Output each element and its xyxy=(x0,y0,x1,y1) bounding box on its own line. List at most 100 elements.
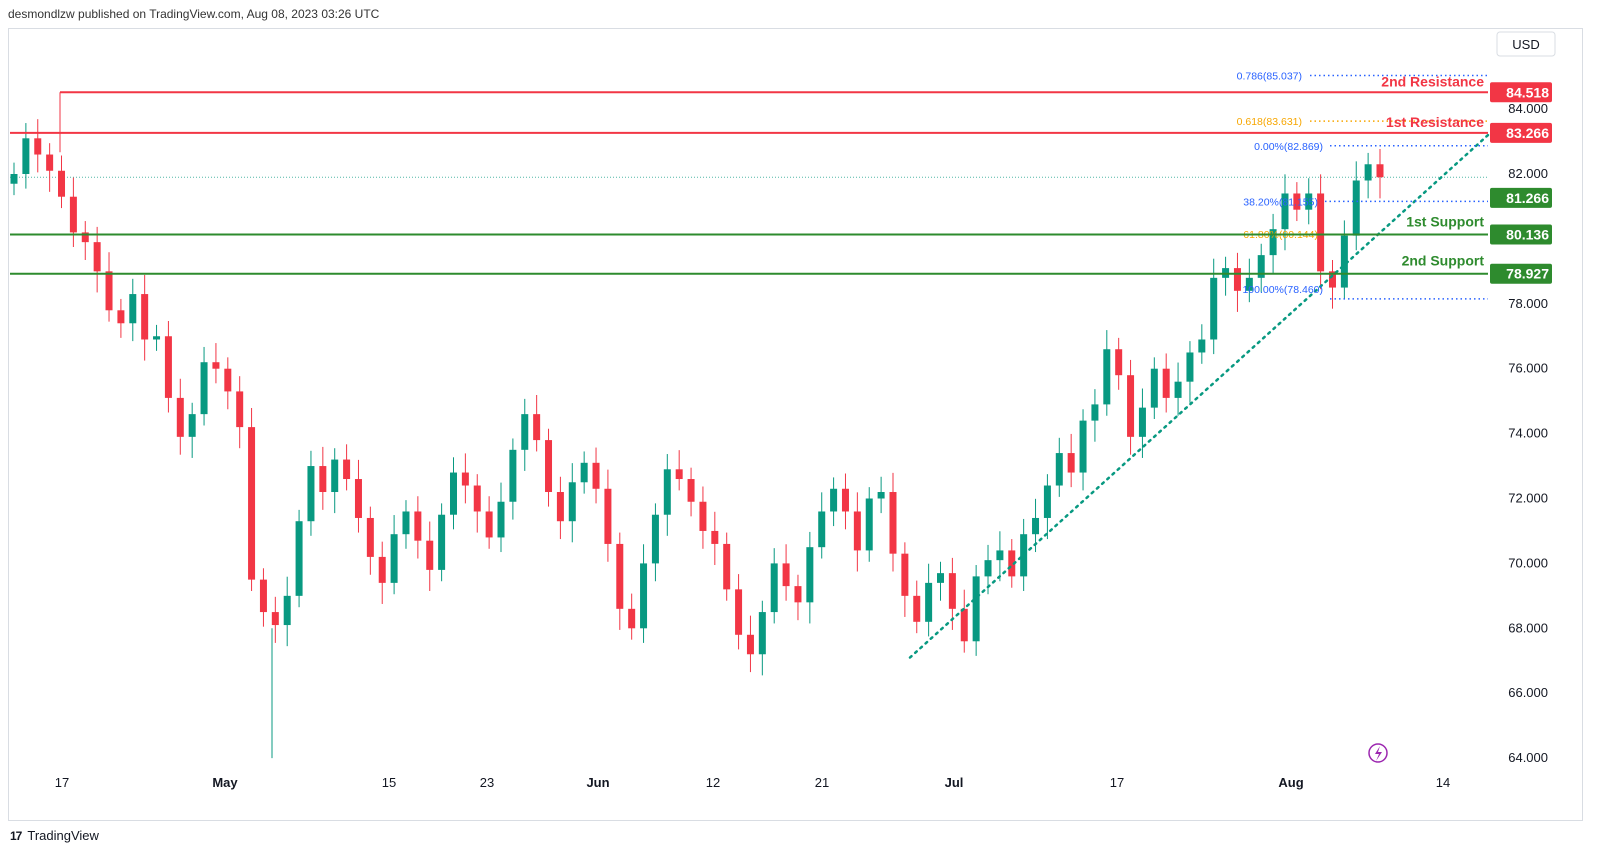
candle-body xyxy=(378,556,386,583)
level-price-box xyxy=(1490,82,1552,103)
x-tick-label: Jun xyxy=(586,775,609,790)
candle-body xyxy=(414,511,422,541)
candle-body xyxy=(699,501,707,531)
y-tick-label: 78.000 xyxy=(1508,296,1548,311)
candle-body xyxy=(723,543,731,590)
candle-body xyxy=(438,514,446,570)
y-tick-label: 84.000 xyxy=(1508,101,1548,116)
level-name: 1st Resistance xyxy=(1386,114,1484,130)
tradingview-logo-icon: 17 xyxy=(10,828,22,843)
level-price-label: 78.927 xyxy=(1506,266,1549,282)
level-name: 1st Support xyxy=(1406,213,1484,229)
candle-body xyxy=(640,563,648,629)
candle-body xyxy=(69,196,77,233)
brand-label[interactable]: TradingView xyxy=(27,828,99,843)
candle-body xyxy=(770,563,778,613)
candle-body xyxy=(426,540,434,570)
candle-body xyxy=(117,310,125,324)
fib-label: 38.20%(81.155) xyxy=(1243,196,1318,208)
candle-body xyxy=(307,466,315,522)
candle-body xyxy=(1269,229,1277,256)
candle-body xyxy=(960,608,968,642)
candle-body xyxy=(46,154,54,171)
candle-body xyxy=(1103,349,1111,405)
candle-body xyxy=(948,573,956,609)
y-tick-label: 82.000 xyxy=(1508,166,1548,181)
candle-body xyxy=(509,449,517,502)
candle-body xyxy=(485,511,493,538)
x-tick-label: 21 xyxy=(815,775,829,790)
candle-body xyxy=(1008,550,1016,577)
candle-body xyxy=(533,414,541,441)
candle-body xyxy=(663,469,671,515)
candle-body xyxy=(1328,271,1336,288)
candle-body xyxy=(1127,375,1135,437)
candle-body xyxy=(877,492,885,499)
candle-body xyxy=(1352,180,1360,236)
candle-body xyxy=(521,414,529,450)
candle-body xyxy=(1210,277,1218,340)
candle-body xyxy=(1233,268,1241,291)
currency-box xyxy=(1496,31,1556,57)
fib-label: 0.786(85.037) xyxy=(1237,70,1302,82)
y-tick-label: 70.000 xyxy=(1508,555,1548,570)
candle-body xyxy=(758,612,766,655)
candle-body xyxy=(925,582,933,622)
candle-body xyxy=(592,462,600,489)
x-tick-label: Aug xyxy=(1278,775,1303,790)
candle-body xyxy=(319,466,327,493)
level-price-label: 84.518 xyxy=(1506,84,1549,100)
x-tick-label: 14 xyxy=(1436,775,1450,790)
candle-body xyxy=(1043,485,1051,518)
candle-body xyxy=(402,511,410,535)
x-tick-label: 15 xyxy=(382,775,396,790)
candle-body xyxy=(580,462,588,483)
y-tick-label: 76.000 xyxy=(1508,361,1548,376)
candle-body xyxy=(224,368,232,392)
publisher-info: desmondlzw published on TradingView.com,… xyxy=(8,7,380,21)
candle-body xyxy=(22,138,30,174)
lightning-icon xyxy=(1368,743,1388,763)
level-price-box xyxy=(1490,224,1552,245)
x-tick-label: 17 xyxy=(55,775,69,790)
candle-body xyxy=(81,232,89,243)
candle-body xyxy=(865,498,873,551)
candle-body xyxy=(1317,193,1325,272)
candle-body xyxy=(343,459,351,480)
candle-body xyxy=(236,391,244,428)
footer: 17 TradingView xyxy=(10,828,99,843)
level-name: 2nd Resistance xyxy=(1381,73,1484,89)
candle-body xyxy=(461,472,469,486)
candle-body xyxy=(1091,404,1099,421)
level-price-label: 83.266 xyxy=(1506,125,1549,141)
candle-body xyxy=(34,138,42,155)
level-price-box xyxy=(1490,263,1552,284)
chart-frame xyxy=(8,28,1583,821)
candle-body xyxy=(1055,453,1063,486)
candle-body xyxy=(853,511,861,551)
candle-body xyxy=(1150,368,1158,408)
candle-body xyxy=(545,440,553,493)
candle-body xyxy=(568,482,576,522)
level-price-box xyxy=(1490,122,1552,143)
candle-body xyxy=(818,511,826,548)
candle-body xyxy=(1067,453,1075,473)
candle-body xyxy=(1245,277,1253,291)
candle-body xyxy=(806,547,814,603)
candle-body xyxy=(1162,368,1170,398)
y-tick-label: 68.000 xyxy=(1508,620,1548,635)
candle-body xyxy=(1340,235,1348,288)
level-price-box xyxy=(1490,187,1552,208)
candle-body xyxy=(58,170,66,197)
x-tick-label: May xyxy=(212,775,238,790)
candle-body xyxy=(651,514,659,564)
x-tick-label: 17 xyxy=(1110,775,1124,790)
candle-body xyxy=(105,271,113,311)
candle-body xyxy=(841,488,849,512)
candle-body xyxy=(1281,193,1289,230)
candle-body xyxy=(354,479,362,518)
level-name: 2nd Support xyxy=(1402,253,1485,269)
candle-body xyxy=(1293,193,1301,210)
candle-body xyxy=(913,595,921,622)
